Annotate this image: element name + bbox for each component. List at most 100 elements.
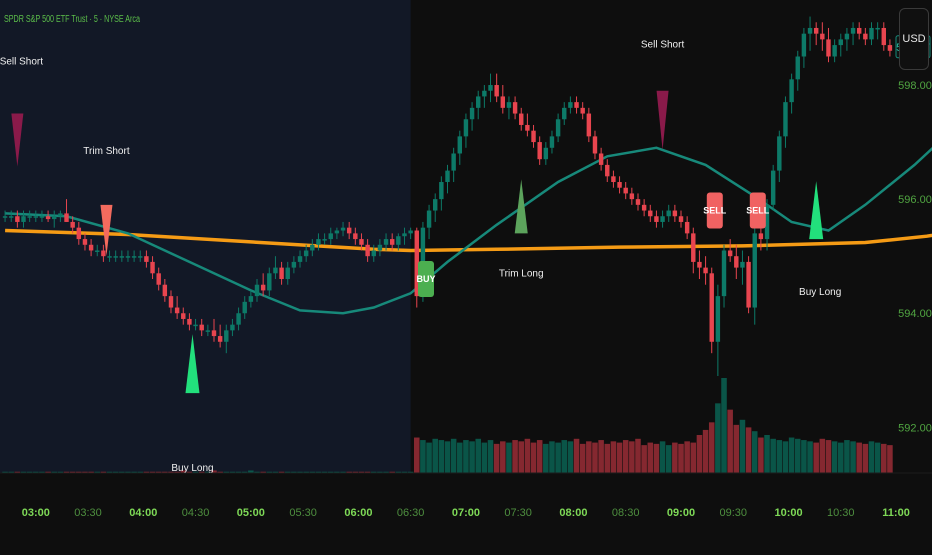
candle-body[interactable]: [150, 261, 155, 274]
currency-button[interactable]: USD: [899, 8, 929, 70]
candle-body[interactable]: [813, 27, 819, 34]
candle-body[interactable]: [506, 102, 512, 108]
candle-body[interactable]: [95, 250, 100, 252]
candle-body[interactable]: [432, 199, 438, 211]
candle-body[interactable]: [635, 199, 641, 205]
candle-body[interactable]: [555, 119, 561, 137]
candle-body[interactable]: [33, 216, 39, 218]
candle-body[interactable]: [727, 250, 733, 257]
candle-body[interactable]: [807, 27, 813, 34]
candle-body[interactable]: [494, 85, 499, 97]
candle-body[interactable]: [389, 239, 395, 245]
candle-body[interactable]: [721, 250, 727, 297]
candle-body[interactable]: [758, 233, 764, 240]
candle-body[interactable]: [217, 336, 223, 342]
candle-body[interactable]: [598, 153, 604, 165]
candle-body[interactable]: [334, 230, 340, 234]
candle-body[interactable]: [402, 233, 407, 237]
candle-body[interactable]: [549, 136, 555, 148]
candle-body[interactable]: [537, 142, 542, 160]
time-axis[interactable]: 03:00 03:30 04:00 04:30 05:00 05:30 06:00 06:30…: [22, 507, 932, 519]
candle-body[interactable]: [107, 256, 112, 258]
candle-body[interactable]: [746, 261, 751, 308]
candle-body[interactable]: [21, 216, 26, 222]
candle-body[interactable]: [586, 113, 592, 137]
candle-body[interactable]: [543, 147, 549, 160]
candle-body[interactable]: [476, 96, 481, 108]
candle-body[interactable]: [365, 244, 370, 257]
candle-body[interactable]: [838, 39, 843, 46]
candle-body[interactable]: [291, 261, 297, 268]
candle-body[interactable]: [445, 170, 450, 183]
candle-body[interactable]: [684, 221, 690, 234]
candle-body[interactable]: [408, 230, 413, 234]
candle-body[interactable]: [844, 33, 850, 40]
candle-body[interactable]: [224, 330, 229, 342]
candle-body[interactable]: [592, 136, 598, 154]
candle-body[interactable]: [181, 313, 186, 319]
candle-body[interactable]: [310, 244, 315, 251]
candle-body[interactable]: [340, 227, 346, 231]
candle-body[interactable]: [691, 233, 696, 262]
candle-body[interactable]: [328, 233, 333, 240]
candle-body[interactable]: [605, 164, 610, 177]
candle-body[interactable]: [777, 136, 782, 171]
candle-body[interactable]: [211, 330, 217, 337]
candle-body[interactable]: [236, 313, 241, 325]
candle-body[interactable]: [740, 261, 745, 268]
candle-body[interactable]: [383, 239, 389, 245]
candle-body[interactable]: [322, 239, 327, 241]
candle-body[interactable]: [426, 210, 432, 228]
candle-body[interactable]: [168, 296, 174, 308]
candle-body[interactable]: [64, 213, 69, 222]
candle-body[interactable]: [697, 261, 702, 268]
candle-body[interactable]: [377, 244, 383, 251]
candle-body[interactable]: [512, 102, 518, 114]
candle-body[interactable]: [58, 213, 63, 217]
candle-body[interactable]: [770, 170, 776, 205]
candle-body[interactable]: [15, 216, 20, 222]
candle-body[interactable]: [359, 239, 364, 245]
candle-body[interactable]: [414, 230, 419, 297]
candle-body[interactable]: [131, 256, 137, 258]
candle-body[interactable]: [525, 124, 530, 131]
candle-body[interactable]: [396, 236, 401, 245]
candle-body[interactable]: [654, 216, 659, 222]
candle-body[interactable]: [230, 324, 235, 331]
candle-body[interactable]: [580, 107, 585, 114]
candle-body[interactable]: [734, 256, 739, 268]
candle-body[interactable]: [242, 301, 247, 314]
candle-body[interactable]: [832, 45, 837, 57]
candle-body[interactable]: [439, 182, 444, 200]
candle-body[interactable]: [316, 239, 321, 245]
candle-body[interactable]: [144, 256, 149, 262]
candle-body[interactable]: [2, 216, 8, 218]
candle-body[interactable]: [764, 204, 770, 240]
candle-body[interactable]: [88, 244, 94, 251]
candle-body[interactable]: [801, 33, 807, 57]
candle-body[interactable]: [875, 27, 880, 30]
candle-body[interactable]: [101, 250, 106, 257]
candle-body[interactable]: [641, 204, 647, 211]
candle-body[interactable]: [138, 256, 143, 258]
candle-body[interactable]: [789, 79, 794, 103]
candle-body[interactable]: [703, 267, 708, 274]
candle-body[interactable]: [519, 113, 524, 125]
candle-body[interactable]: [469, 107, 475, 120]
candle-body[interactable]: [574, 102, 579, 108]
candle-body[interactable]: [568, 102, 573, 108]
candle-body[interactable]: [119, 256, 125, 258]
candle-body[interactable]: [52, 216, 57, 220]
candle-body[interactable]: [783, 102, 788, 137]
candle-body[interactable]: [156, 273, 161, 285]
candle-body[interactable]: [82, 239, 88, 245]
candle-body[interactable]: [187, 318, 192, 325]
candle-body[interactable]: [199, 324, 204, 331]
candle-body[interactable]: [715, 296, 721, 342]
candle-body[interactable]: [113, 256, 118, 258]
candle-body[interactable]: [752, 233, 757, 308]
candle-body[interactable]: [678, 216, 684, 222]
candle-body[interactable]: [795, 56, 800, 80]
candle-body[interactable]: [193, 324, 198, 327]
